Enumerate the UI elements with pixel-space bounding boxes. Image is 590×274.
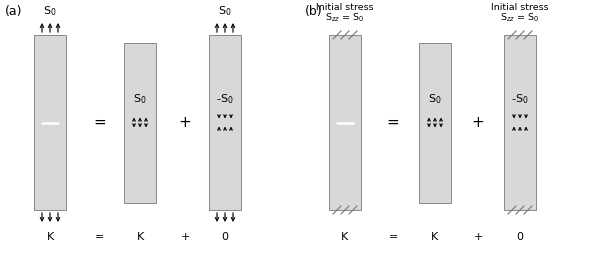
Text: =: = [94,115,106,130]
Text: =: = [386,115,399,130]
Text: S$_0$: S$_0$ [428,93,442,107]
Text: S$_{zz}$ = S$_0$: S$_{zz}$ = S$_0$ [326,12,365,24]
Text: -S$_0$: -S$_0$ [511,93,529,107]
Text: (b): (b) [305,5,323,18]
Bar [209,35,241,210]
Bar [34,35,66,210]
Text: =: = [96,232,104,242]
Text: +: + [181,232,190,242]
Text: K: K [431,232,438,242]
Text: Initial stress: Initial stress [491,3,549,12]
Text: +: + [473,232,483,242]
Text: +: + [471,115,484,130]
Text: 0: 0 [516,232,523,242]
Text: 0: 0 [221,232,228,242]
Text: -S$_0$: -S$_0$ [216,93,234,107]
Text: K: K [47,232,54,242]
Bar [329,35,361,210]
Bar [504,35,536,210]
Text: S$_0$: S$_0$ [218,4,232,18]
Bar [124,42,156,202]
Text: S$_{zz}$ = S$_0$: S$_{zz}$ = S$_0$ [500,12,540,24]
Text: =: = [388,232,398,242]
Text: S$_0$: S$_0$ [43,4,57,18]
Text: K: K [342,232,349,242]
Text: S$_0$: S$_0$ [133,93,147,107]
Text: Initial stress: Initial stress [316,3,374,12]
Text: (a): (a) [5,5,22,18]
Text: +: + [179,115,191,130]
Text: K: K [136,232,143,242]
Bar [419,42,451,202]
